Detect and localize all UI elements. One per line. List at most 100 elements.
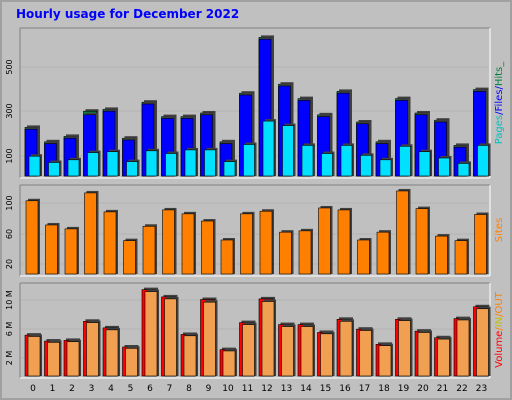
y-tick-label: 500 bbox=[5, 59, 14, 74]
chart-panel-2: 2 M 6 M 10 M Volume/IN/OUT bbox=[5, 282, 505, 379]
pages-bar bbox=[243, 144, 255, 177]
legend-entry: Files bbox=[494, 90, 505, 112]
pages-bar bbox=[477, 145, 489, 177]
x-tick-label: 20 bbox=[417, 384, 429, 394]
x-tick-label: 11 bbox=[242, 384, 253, 394]
in-bar bbox=[261, 301, 275, 377]
in-bar bbox=[437, 338, 450, 377]
y-tick-label: 60 bbox=[5, 229, 14, 239]
legend-entry: Sites bbox=[494, 218, 505, 242]
legend-entry: Volume bbox=[494, 331, 505, 368]
x-tick-label: 12 bbox=[261, 384, 272, 394]
sites-bar bbox=[337, 209, 351, 275]
sites-bar bbox=[201, 220, 214, 275]
sites-bar bbox=[435, 235, 448, 275]
pages-bar bbox=[282, 125, 294, 177]
in-bar bbox=[417, 332, 431, 377]
legend-entry: IN bbox=[494, 317, 505, 327]
x-tick-label: 16 bbox=[339, 384, 351, 394]
legend-entry: Hits bbox=[494, 67, 505, 86]
in-bar bbox=[105, 329, 119, 377]
legend-entry: / bbox=[494, 86, 505, 90]
pages-bar bbox=[399, 146, 411, 177]
pages-bar bbox=[321, 153, 333, 177]
in-bar bbox=[300, 326, 314, 377]
x-tick-label: 7 bbox=[167, 384, 173, 394]
in-bar bbox=[144, 291, 158, 377]
in-bar bbox=[47, 342, 60, 377]
x-tick-label: 6 bbox=[147, 384, 153, 394]
sites-bar bbox=[357, 239, 370, 275]
y-tick-label: 20 bbox=[5, 259, 14, 269]
x-tick-label: 4 bbox=[108, 384, 114, 394]
x-tick-label: 3 bbox=[89, 384, 95, 394]
x-tick-label: 5 bbox=[128, 384, 134, 394]
pages-bar bbox=[262, 120, 275, 177]
x-tick-label: 21 bbox=[437, 384, 448, 394]
x-tick-label: 14 bbox=[300, 384, 312, 394]
sites-bar bbox=[454, 240, 468, 275]
y-tick-label: 10 M bbox=[5, 290, 14, 310]
x-tick-label: 8 bbox=[186, 384, 192, 394]
x-tick-label: 17 bbox=[359, 384, 370, 394]
x-tick-label: 23 bbox=[476, 384, 487, 394]
sites-bar bbox=[25, 200, 39, 275]
in-bar bbox=[27, 336, 41, 377]
sites-bar bbox=[220, 239, 234, 275]
sites-bar bbox=[240, 213, 253, 275]
x-tick-label: 13 bbox=[281, 384, 292, 394]
pages-bar bbox=[340, 145, 353, 177]
in-bar bbox=[242, 324, 255, 377]
sites-bar bbox=[396, 190, 409, 275]
sites-bar bbox=[474, 214, 487, 275]
x-tick-label: 0 bbox=[30, 384, 36, 394]
y-tick-label: 300 bbox=[5, 103, 14, 118]
sites-bar bbox=[84, 192, 97, 275]
pages-bar bbox=[126, 161, 138, 177]
in-bar bbox=[320, 333, 333, 377]
y-tick-label: 6 M bbox=[5, 322, 14, 337]
x-tick-label: 9 bbox=[206, 384, 212, 394]
y-tick-label: 2 M bbox=[5, 351, 14, 366]
in-bar bbox=[378, 345, 392, 377]
pages-bar bbox=[48, 162, 60, 177]
pages-bar bbox=[379, 159, 392, 177]
sites-bar bbox=[162, 209, 175, 275]
pages-bar bbox=[165, 153, 177, 177]
pages-bar bbox=[360, 155, 372, 177]
sites-bar bbox=[279, 231, 292, 275]
legend: Volume/IN/OUT bbox=[494, 291, 505, 368]
page-title: Hourly usage for December 2022 bbox=[16, 7, 240, 21]
in-bar bbox=[164, 298, 177, 377]
sites-bar bbox=[103, 211, 117, 275]
x-tick-label: 10 bbox=[222, 384, 234, 394]
pages-bar bbox=[28, 155, 41, 177]
x-tick-label: 18 bbox=[378, 384, 390, 394]
legend-entry: / bbox=[494, 327, 505, 331]
in-bar bbox=[476, 308, 489, 377]
sites-bar bbox=[181, 213, 195, 275]
legend: Sites bbox=[494, 218, 505, 242]
in-bar bbox=[183, 335, 197, 377]
sites-bar bbox=[415, 208, 429, 275]
pages-bar bbox=[184, 149, 197, 177]
in-bar bbox=[222, 350, 236, 377]
in-bar bbox=[456, 319, 470, 377]
pages-bar bbox=[204, 149, 216, 177]
pages-bar bbox=[223, 161, 236, 177]
pages-bar bbox=[457, 163, 470, 177]
sites-bar bbox=[298, 230, 312, 275]
sites-bar bbox=[259, 210, 273, 275]
legend-entry: / bbox=[494, 313, 505, 317]
x-tick-label: 1 bbox=[50, 384, 56, 394]
in-bar bbox=[86, 322, 99, 377]
in-bar bbox=[125, 348, 138, 377]
sites-bar bbox=[142, 225, 156, 275]
pages-bar bbox=[87, 152, 99, 177]
pages-bar bbox=[145, 150, 158, 177]
legend-entry: Pages bbox=[494, 115, 505, 144]
in-bar bbox=[339, 320, 353, 377]
x-tick-label: 22 bbox=[456, 384, 467, 394]
